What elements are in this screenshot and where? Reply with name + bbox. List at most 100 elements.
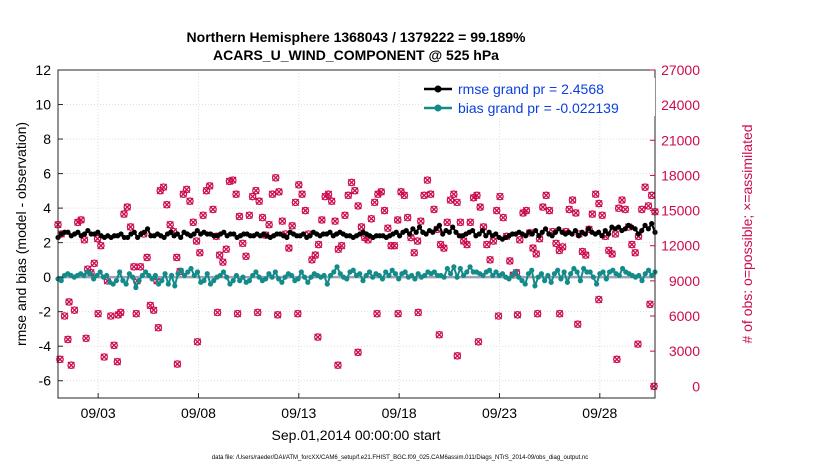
obs-point (314, 240, 323, 249)
obs-circle (114, 311, 123, 319)
rmse-point (635, 231, 642, 237)
obs-circle (311, 251, 320, 259)
bias-point (600, 269, 606, 275)
obs-point (182, 185, 191, 194)
obs-point (205, 182, 214, 190)
obs-circle (199, 211, 207, 220)
obs-circle (253, 308, 262, 317)
bias-point (363, 272, 369, 279)
obs-circle (70, 306, 79, 314)
obs-point-low (314, 333, 322, 341)
obs-circle (377, 188, 386, 196)
bias-point (409, 272, 415, 279)
obs-circle (435, 330, 444, 339)
bias-point (194, 269, 201, 275)
bias-point (133, 284, 139, 291)
rmse-point (605, 231, 612, 237)
legend-rmse-marker (434, 85, 442, 93)
obs-point (426, 190, 435, 198)
bias-point (645, 267, 652, 273)
bias-point (289, 272, 295, 279)
rmse-point (642, 222, 648, 228)
obs-point-low (334, 361, 342, 370)
obs-point (337, 241, 346, 250)
obs-point-low (613, 355, 621, 364)
y-tick-left-label: 10 (35, 97, 51, 113)
obs-point (532, 250, 541, 258)
bias-point (509, 272, 515, 279)
y-tick-right-label: 12000 (661, 238, 700, 254)
obs-circle (126, 223, 135, 231)
chart-title-line-1: Northern Hemisphere 1368043 / 1379222 = … (187, 29, 526, 45)
obs-point (496, 192, 504, 201)
rmse-point (231, 231, 237, 237)
obs-point (298, 190, 306, 198)
obs-circle (314, 240, 323, 249)
bias-point (178, 267, 184, 273)
y-tick-left-label: -6 (39, 373, 52, 389)
obs-circle (278, 217, 287, 225)
bias-point (81, 272, 87, 279)
bias-point (366, 269, 373, 275)
rmse-point (75, 229, 81, 235)
obs-circle (545, 206, 554, 215)
bias-point (402, 269, 408, 275)
obs-circle (331, 217, 339, 225)
bias-point (639, 278, 645, 284)
obs-circle (552, 239, 560, 248)
obs-point (255, 197, 263, 206)
obs-point (209, 205, 217, 214)
obs-point (486, 255, 494, 264)
obs-point-low (154, 323, 163, 332)
obs-point (265, 220, 273, 229)
obs-circle (373, 309, 381, 318)
obs-circle (60, 312, 69, 320)
rmse-point (430, 229, 436, 235)
rmse-point (300, 231, 307, 237)
obs-point (641, 183, 649, 191)
bias-point (619, 265, 626, 272)
obs-circle (393, 216, 402, 224)
obs-circle (288, 222, 296, 230)
obs-point (100, 353, 108, 361)
x-axis-label: Sep.01,2014 00:00:00 start (272, 427, 441, 443)
bias-point (185, 269, 191, 275)
obs-point (288, 222, 296, 230)
rmse-point (85, 227, 91, 234)
y-tick-left-label: 4 (43, 200, 51, 216)
bias-point (149, 276, 155, 282)
obs-point (186, 197, 194, 206)
obs-circle (618, 196, 626, 204)
bias-point (486, 267, 493, 273)
bias-point (282, 274, 288, 280)
bias-point (441, 274, 447, 280)
obs-point (215, 251, 224, 259)
bias-point (266, 271, 272, 277)
rmse-point (327, 229, 333, 235)
obs-circle (585, 225, 593, 234)
obs-circle (466, 218, 475, 227)
bias-point (250, 272, 256, 279)
obs-point (166, 220, 174, 229)
obs-point-low (595, 295, 603, 304)
obs-circle (426, 190, 435, 198)
legend-rmse-label: rmse grand pr = 2.4568 (458, 81, 604, 97)
obs-circle (110, 341, 118, 350)
bias-series (55, 264, 658, 291)
rmse-point (446, 229, 452, 235)
obs-circle (513, 311, 522, 319)
obs-circle (143, 253, 151, 262)
obs-circle (337, 241, 346, 250)
rmse-point (450, 224, 456, 230)
bias-point (519, 278, 525, 284)
obs-point-low (573, 320, 582, 329)
rmse-point (602, 227, 608, 234)
obs-point (70, 306, 79, 314)
x-tick-label: 09/08 (181, 405, 216, 421)
obs-circle (354, 348, 362, 357)
obs-point (143, 253, 151, 262)
obs-circle (65, 298, 73, 306)
obs-point (545, 206, 554, 215)
bias-point (538, 271, 545, 277)
bias-point (162, 271, 168, 277)
